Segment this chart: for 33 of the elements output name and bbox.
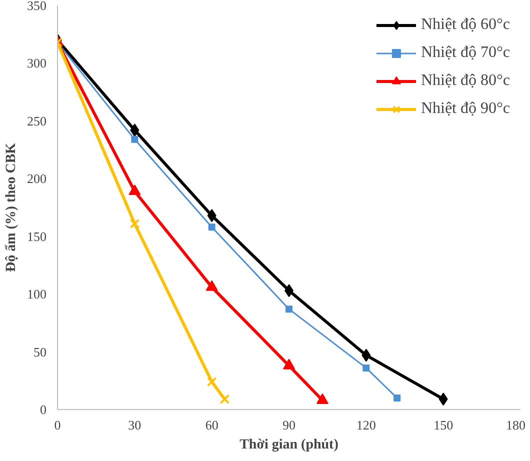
y-tick-label: 150	[27, 228, 46, 244]
y-tick-label: 100	[27, 286, 46, 302]
point	[207, 209, 216, 222]
point	[130, 218, 140, 229]
point	[220, 394, 230, 404]
x-tick-label: 120	[356, 418, 376, 432]
point	[131, 136, 138, 143]
point	[438, 392, 448, 406]
y-tick-label: 300	[27, 56, 46, 71]
legend-label: Nhiệt độ 90°c	[420, 100, 510, 118]
x-tick-label: 90	[282, 418, 296, 432]
point	[394, 394, 401, 402]
point	[130, 124, 140, 137]
legend-label: Nhiệt độ 60°c	[420, 16, 510, 34]
y-tick-label: 350	[27, 0, 46, 13]
y-tick-label: 200	[27, 171, 46, 186]
point	[362, 348, 371, 362]
y-tick-label: 0	[40, 402, 46, 417]
x-tick-label: 0	[54, 418, 61, 432]
x-tick-label: 180	[506, 418, 526, 432]
y-tick-label: 250	[27, 113, 46, 128]
x-tick-label: 30	[128, 418, 142, 432]
x-tick-label: 60	[205, 418, 218, 432]
y-tick-label: 50	[34, 344, 46, 360]
legend-label: Nhiệt độ 80°c	[420, 72, 510, 90]
x-tick-label: 150	[434, 418, 454, 432]
point	[206, 376, 217, 387]
point	[286, 306, 292, 313]
x-axis-title: Thời gian (phút)	[240, 438, 339, 452]
y-axis-title: Độ ẩm (%) theo CBK	[4, 142, 19, 272]
legend-label: Nhiệt độ 70°c	[420, 44, 510, 62]
point	[362, 364, 370, 372]
point	[208, 224, 216, 231]
